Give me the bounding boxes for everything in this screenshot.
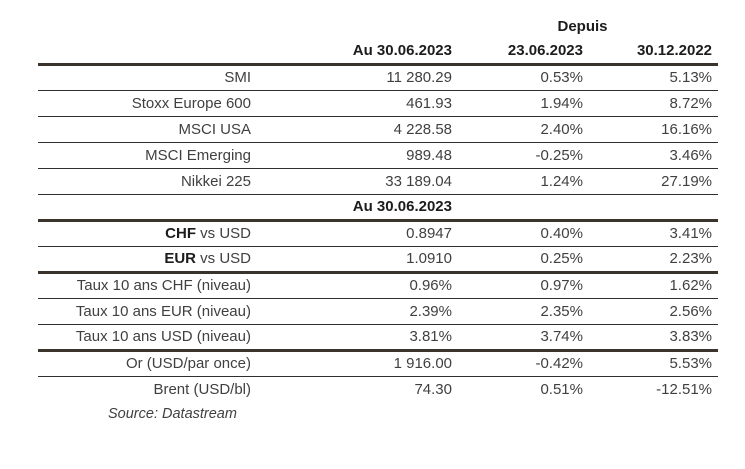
- value-cell: 11 280.29: [251, 64, 452, 91]
- row-label: SMI: [38, 64, 251, 91]
- row-label: EUR vs USD: [38, 246, 251, 274]
- value-cell: 1 916.00: [251, 350, 452, 377]
- row-label-text: Stoxx Europe 600: [131, 94, 251, 112]
- value-cell: -12.51%: [656, 380, 713, 398]
- value-cell: 74.30: [414, 380, 452, 398]
- value-cell: 0.25%: [452, 246, 583, 274]
- table-row-msci-usa: MSCI USA 4 228.58 2.40% 16.16%: [38, 116, 719, 143]
- row-label: Taux 10 ans EUR (niveau): [38, 298, 251, 325]
- table-row-eur-usd: EUR vs USD 1.0910 0.25% 2.23%: [38, 246, 719, 274]
- table-row-gold: Or (USD/par once) 1 916.00 -0.42% 5.53%: [38, 350, 719, 377]
- row-label: Stoxx Europe 600: [38, 90, 251, 117]
- value-cell: 0.40%: [452, 220, 583, 247]
- row-label: Taux 10 ans CHF (niveau): [38, 272, 251, 299]
- table-row-brent: Brent (USD/bl) 74.30 0.51% -12.51%: [38, 376, 718, 402]
- depuis-label: Depuis: [557, 18, 608, 35]
- col-header-since-year-start: 30.12.2022: [583, 38, 719, 66]
- value-cell: 2.39%: [251, 298, 452, 325]
- value-cell: 3.74%: [452, 324, 583, 352]
- spacer-cell: [38, 194, 251, 222]
- spacer-cell: [38, 38, 251, 66]
- value-cell: 3.41%: [583, 220, 719, 247]
- value-cell: 2.40%: [452, 116, 583, 143]
- table-row-nikkei: Nikkei 225 33 189.04 1.24% 27.19%: [38, 168, 719, 195]
- market-table: Depuis Au 30.06.2023 23.06.2023 30.12.20…: [38, 15, 719, 402]
- row-label-text: Brent (USD/bl): [153, 380, 251, 398]
- spacer-cell: [38, 15, 452, 38]
- row-label: Taux 10 ans USD (niveau): [38, 324, 251, 352]
- spacer-cell: [583, 194, 719, 222]
- value-cell: 0.8947: [251, 220, 452, 247]
- value-cell: 5.13%: [583, 64, 719, 91]
- value-cell: 33 189.04: [251, 168, 452, 195]
- value-cell: 1.0910: [251, 246, 452, 274]
- source-note: Source: Datastream: [108, 406, 237, 422]
- value-cell: 27.19%: [583, 168, 719, 195]
- value-cell: 2.35%: [452, 298, 583, 325]
- value-cell: 0.96%: [251, 272, 452, 299]
- row-label: MSCI Emerging: [38, 142, 251, 169]
- row-label: Brent (USD/bl): [38, 376, 251, 402]
- row-label-text: Taux 10 ans EUR (niveau): [75, 302, 251, 320]
- row-label-text: Or (USD/par once): [125, 355, 251, 372]
- col-header-as-of-date: Au 30.06.2023: [251, 38, 452, 66]
- row-label-text: Taux 10 ans USD (niveau): [75, 328, 251, 345]
- value-cell: 5.53%: [583, 350, 719, 377]
- table-row-rate-chf: Taux 10 ans CHF (niveau) 0.96% 0.97% 1.6…: [38, 272, 719, 299]
- report-page: Depuis Au 30.06.2023 23.06.2023 30.12.20…: [0, 15, 745, 469]
- value-cell: 4 228.58: [251, 116, 452, 143]
- table-row-msci-emerging: MSCI Emerging 989.48 -0.25% 3.46%: [38, 142, 719, 169]
- value-cell: 3.46%: [583, 142, 719, 169]
- value-cell: 3.81%: [251, 324, 452, 352]
- value-cell: 16.16%: [583, 116, 719, 143]
- section-header-row: Au 30.06.2023: [38, 194, 719, 222]
- row-label-bold: EUR: [164, 250, 196, 267]
- value-cell: 1.94%: [452, 90, 583, 117]
- table-row-rate-eur: Taux 10 ans EUR (niveau) 2.39% 2.35% 2.5…: [38, 298, 719, 325]
- row-label: Or (USD/par once): [38, 350, 251, 377]
- row-label: MSCI USA: [38, 116, 251, 143]
- row-label-text: Taux 10 ans CHF (niveau): [76, 277, 251, 294]
- row-label-text: MSCI Emerging: [145, 146, 251, 164]
- row-label-text: vs USD: [195, 225, 251, 242]
- value-cell: 0.97%: [452, 272, 583, 299]
- column-headers-row: Au 30.06.2023 23.06.2023 30.12.2022: [38, 38, 719, 66]
- table-row-chf-usd: CHF vs USD 0.8947 0.40% 3.41%: [38, 220, 719, 247]
- value-cell: 0.51%: [540, 380, 583, 398]
- value-cell: 8.72%: [583, 90, 719, 117]
- row-label: Nikkei 225: [38, 168, 251, 195]
- row-label-bold: CHF: [165, 225, 196, 242]
- row-label: CHF vs USD: [38, 220, 251, 247]
- row-label-text: vs USD: [195, 250, 251, 267]
- col-header-since-week: 23.06.2023: [452, 38, 583, 66]
- value-cell: 3.83%: [583, 324, 719, 352]
- spacer-cell: [452, 194, 583, 222]
- value-cell: 461.93: [251, 90, 452, 117]
- value-cell: 2.23%: [583, 246, 719, 274]
- value-cell: 0.53%: [452, 64, 583, 91]
- table-row-smi: SMI 11 280.29 0.53% 5.13%: [38, 64, 719, 91]
- depuis-header-row: Depuis: [38, 15, 718, 38]
- row-label-text: SMI: [224, 69, 251, 86]
- value-cell: 989.48: [251, 142, 452, 169]
- section-header-label: Au 30.06.2023: [251, 194, 452, 222]
- table-row-rate-usd: Taux 10 ans USD (niveau) 3.81% 3.74% 3.8…: [38, 324, 719, 352]
- value-cell: -0.25%: [452, 142, 583, 169]
- value-cell: 1.62%: [583, 272, 719, 299]
- value-cell: -0.42%: [452, 350, 583, 377]
- row-label-text: Nikkei 225: [180, 172, 251, 190]
- value-cell: 1.24%: [452, 168, 583, 195]
- row-label-text: MSCI USA: [178, 120, 251, 138]
- value-cell: 2.56%: [583, 298, 719, 325]
- table-row-stoxx: Stoxx Europe 600 461.93 1.94% 8.72%: [38, 90, 719, 117]
